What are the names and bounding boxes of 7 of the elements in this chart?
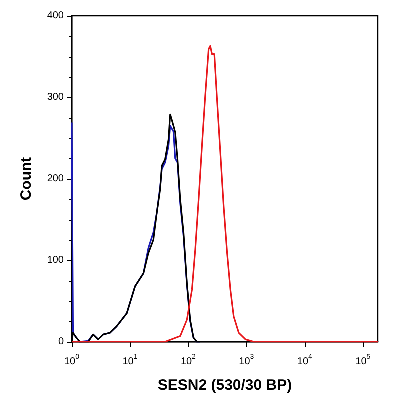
y-tick-label: 200 (47, 174, 64, 184)
y-axis-title: Count (18, 157, 35, 201)
y-tick-label: 100 (47, 255, 64, 266)
y-tick-label: 0 (58, 336, 64, 348)
y-tick-label: 400 (47, 10, 64, 22)
x-axis-title: SESN2 (530/30 BP) (158, 377, 292, 394)
y-tick-label: 300 (47, 92, 64, 103)
